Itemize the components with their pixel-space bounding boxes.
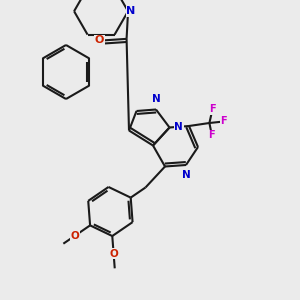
Text: O: O (94, 35, 104, 45)
Text: O: O (109, 249, 118, 259)
Text: F: F (208, 130, 215, 140)
Text: O: O (71, 230, 80, 241)
Text: N: N (126, 6, 136, 16)
Text: N: N (174, 122, 183, 133)
Text: N: N (152, 94, 160, 104)
Text: N: N (182, 170, 190, 180)
Text: F: F (220, 116, 227, 127)
Text: F: F (209, 104, 216, 115)
